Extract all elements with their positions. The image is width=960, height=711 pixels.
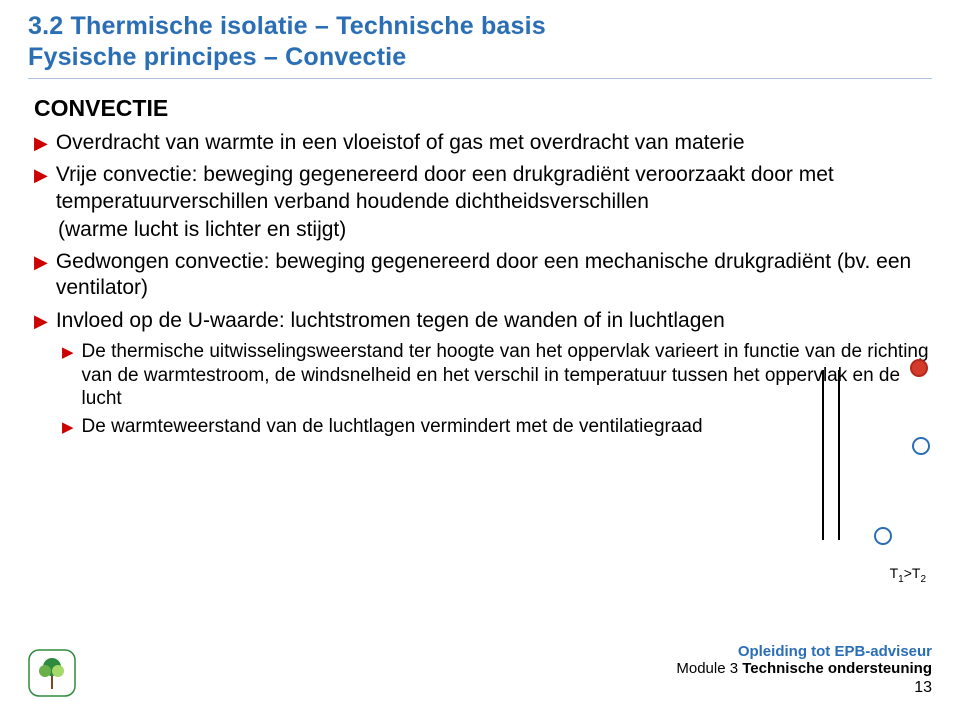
tree-logo-icon — [28, 649, 76, 697]
triangle-right-icon: ▶ — [62, 418, 74, 439]
footer-module-bold: Technische ondersteuning — [742, 660, 932, 677]
footer-module-prefix: Module 3 — [676, 660, 742, 677]
sub-bullet-text: De warmteweerstand van de luchtlagen ver… — [82, 415, 703, 439]
footer-line-2: Module 3 Technische ondersteuning — [676, 660, 932, 677]
triangle-right-icon: ▶ — [34, 165, 48, 215]
sub-bullet-item: ▶ De warmteweerstand van de luchtlagen v… — [62, 415, 932, 439]
section-heading: CONVECTIE — [34, 95, 932, 122]
sub-bullet-item: ▶ De thermische uitwisselingsweerstand t… — [62, 340, 932, 411]
triangle-right-icon: ▶ — [34, 252, 48, 302]
bullet-item: ▶ Invloed op de U-waarde: luchtstromen t… — [34, 308, 932, 334]
title-block: 3.2 Thermische isolatie – Technische bas… — [28, 12, 932, 79]
triangle-right-icon: ▶ — [34, 311, 48, 334]
bullet-text: Overdracht van warmte in een vloeistof o… — [56, 130, 745, 156]
bullet-item: ▶ Vrije convectie: beweging gegenereerd … — [34, 162, 932, 215]
bullet-subtext: (warme lucht is lichter en stijgt) — [58, 217, 932, 243]
diagram-cold-indicator-icon — [912, 437, 930, 455]
title-line-1: 3.2 Thermische isolatie – Technische bas… — [28, 12, 932, 41]
triangle-right-icon: ▶ — [62, 343, 74, 411]
page-number: 13 — [676, 679, 932, 697]
slide-page: 3.2 Thermische isolatie – Technische bas… — [0, 0, 960, 711]
bullet-text: Gedwongen convectie: beweging gegenereer… — [56, 249, 932, 302]
content: CONVECTIE ▶ Overdracht van warmte in een… — [28, 95, 932, 439]
footer-line-1: Opleiding tot EPB-adviseur — [676, 643, 932, 660]
diagram-cold-indicator-icon — [874, 527, 892, 545]
title-line-2: Fysische principes – Convectie — [28, 43, 932, 72]
bullet-item: ▶ Gedwongen convectie: beweging gegenere… — [34, 249, 932, 302]
bullet-item: ▶ Overdracht van warmte in een vloeistof… — [34, 130, 932, 156]
diagram-label: T1>T2 — [890, 565, 926, 585]
sub-bullet-text: De thermische uitwisselingsweerstand ter… — [82, 340, 932, 411]
bullet-text: Vrije convectie: beweging gegenereerd do… — [56, 162, 932, 215]
bullet-text: Invloed op de U-waarde: luchtstromen teg… — [56, 308, 725, 334]
slide-footer: Opleiding tot EPB-adviseur Module 3 Tech… — [676, 643, 932, 697]
triangle-right-icon: ▶ — [34, 133, 48, 156]
